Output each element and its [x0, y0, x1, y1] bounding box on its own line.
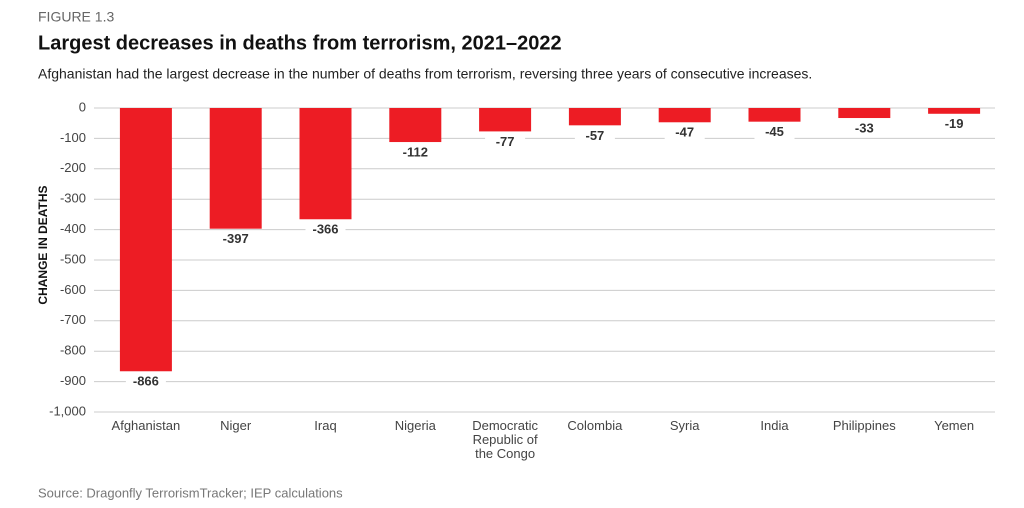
data-label: -45 — [765, 124, 784, 139]
y-tick-label: -1,000 — [49, 403, 86, 418]
bar — [479, 108, 532, 132]
bar — [928, 108, 981, 114]
label-bg — [664, 125, 705, 142]
y-tick-label: -400 — [60, 221, 86, 236]
bar — [568, 108, 621, 126]
x-tick-label: Afghanistan — [111, 418, 181, 433]
data-label: -19 — [945, 116, 964, 131]
bar — [209, 108, 262, 229]
bar — [299, 108, 352, 220]
label-bg — [754, 124, 795, 141]
data-label: -77 — [496, 134, 515, 149]
x-tick-label: Niger — [220, 418, 252, 433]
label-bg — [485, 134, 526, 151]
y-tick-label: 0 — [79, 99, 86, 114]
data-label: -866 — [133, 374, 159, 389]
data-label: -33 — [855, 120, 874, 135]
bar — [119, 108, 172, 372]
y-tick-label: -500 — [60, 251, 86, 266]
label-bg — [125, 374, 166, 391]
bar — [658, 108, 711, 123]
label-bg — [844, 121, 885, 138]
label-bg — [395, 145, 436, 162]
x-tick-label: Syria — [669, 418, 700, 433]
y-tick-label: -200 — [60, 160, 86, 175]
label-bg — [934, 116, 975, 133]
bar — [389, 108, 442, 143]
data-label: -366 — [312, 222, 338, 237]
x-tick-label: Colombia — [567, 418, 623, 433]
label-bg — [574, 128, 615, 145]
y-tick-label: -700 — [60, 312, 86, 327]
y-tick-label: -100 — [60, 130, 86, 145]
x-tick-label: Nigeria — [394, 418, 436, 433]
x-tick-label: India — [760, 418, 789, 433]
data-label: -57 — [586, 128, 605, 143]
y-axis-title: CHANGE IN DEATHS — [36, 185, 50, 304]
source: Source: Dragonfly TerrorismTracker; IEP … — [38, 485, 343, 500]
bar — [838, 108, 891, 119]
x-tick-label: Iraq — [314, 418, 337, 433]
y-tick-label: -800 — [60, 343, 86, 358]
y-tick-label: -600 — [60, 282, 86, 297]
data-label: -112 — [403, 144, 428, 159]
bar — [748, 108, 801, 122]
x-tick-label: Yemen — [934, 418, 975, 433]
y-tick-label: -300 — [60, 191, 86, 206]
x-tick-label: Democratic Republic of the Congo — [472, 418, 538, 461]
y-tick-label: -900 — [60, 373, 86, 388]
label-bg — [305, 222, 346, 239]
label-bg — [215, 231, 256, 248]
data-label: -397 — [223, 231, 249, 246]
chart-title: Largest decreases in deaths from terrori… — [38, 32, 562, 54]
figure-label: FIGURE 1.3 — [38, 9, 114, 25]
data-label: -47 — [675, 125, 694, 140]
x-tick-label: Philippines — [832, 418, 896, 433]
chart-subtitle: Afghanistan had the largest decrease in … — [38, 66, 812, 82]
